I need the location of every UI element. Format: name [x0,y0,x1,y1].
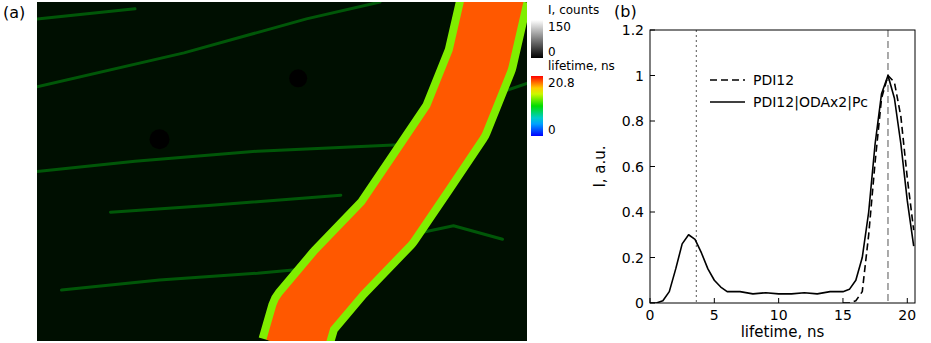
y-tick [650,75,655,76]
x-tick-label: 15 [834,307,852,323]
x-tick [778,298,779,303]
y-tick-label: 0 [635,295,644,311]
dark-spot [150,129,170,149]
y-tick-label: 0.4 [622,204,644,220]
colorbar-tick-label: 150 [548,20,571,34]
reference-line [696,30,697,303]
y-tick [650,121,655,122]
reference-line [887,30,888,303]
x-tick-label: 10 [770,307,788,323]
series-line [650,76,914,304]
legend-swatch [710,101,745,103]
x-tick [714,298,715,303]
x-axis-title: lifetime, ns [741,323,825,341]
x-tick-label: 0 [646,307,655,323]
stripe [294,2,495,341]
x-tick [907,298,908,303]
plot-area [650,30,914,303]
panel-label: (b) [614,2,637,21]
y-tick-label: 0.8 [622,113,644,129]
x-tick-label: 5 [710,307,719,323]
colorbar-tick-label: 20.8 [548,76,575,90]
colorbar-label: I, counts [548,3,599,17]
y-tick [650,212,655,213]
y-tick-label: 1.2 [622,22,644,38]
y-tick-label: 0.2 [622,250,644,266]
x-tick-label: 20 [898,307,916,323]
flim-image [37,2,527,341]
legend-label: PDI12 [753,72,794,88]
y-tick-label: 0.6 [622,159,644,175]
fiber [37,2,380,87]
panel-label: (a) [3,3,25,22]
colorbar [531,76,543,136]
y-axis-title: I, a.u. [591,145,609,187]
plot-frame [650,30,915,303]
colorbar-label: lifetime, ns [548,59,615,73]
colorbar-tick-label: 0 [548,45,556,59]
fiber [37,144,405,171]
y-tick [650,166,655,167]
y-tick-label: 1 [635,68,644,84]
legend-label: PDI12|ODAx2|Pc [753,94,868,111]
stripe-edge [294,2,495,341]
legend-swatch [710,79,745,81]
colorbar-tick-label: 0 [548,123,556,137]
fiber [37,9,135,19]
dark-spot [289,69,307,87]
figure: (a)I, counts0150lifetime, ns020.8(b)00.2… [0,0,931,343]
y-tick [650,257,655,258]
colorbar [531,20,543,58]
fiber [111,195,341,212]
